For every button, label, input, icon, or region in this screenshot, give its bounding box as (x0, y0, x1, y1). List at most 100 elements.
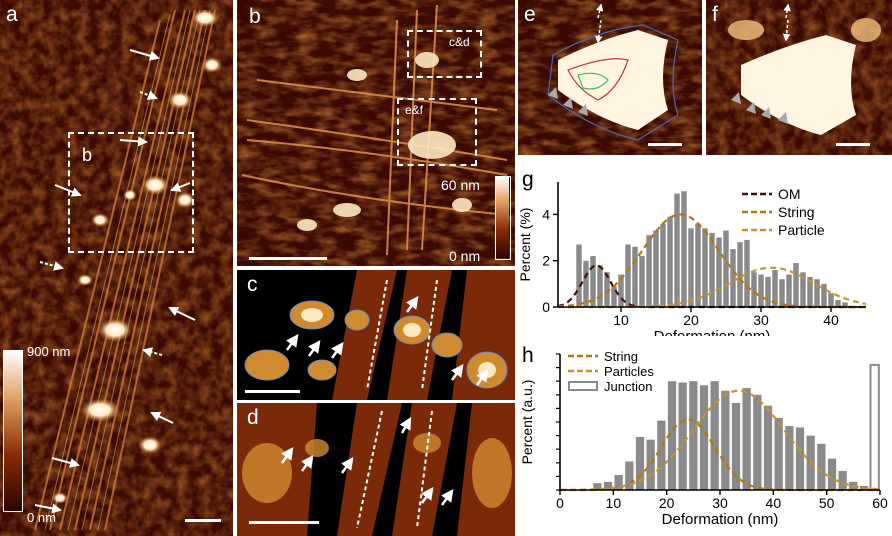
legend-label-om: OM (778, 186, 801, 202)
bar (625, 461, 634, 490)
bar (835, 300, 841, 307)
bar (611, 286, 617, 307)
panel-b-colorbar (495, 176, 511, 260)
panel-b-colorbar-max: 60 nm (441, 177, 480, 193)
bar (838, 470, 847, 490)
bar (618, 274, 624, 307)
bar (842, 302, 848, 307)
bar (772, 269, 778, 307)
bar (758, 274, 764, 307)
bar (702, 228, 708, 307)
bar (678, 382, 687, 490)
bar (774, 417, 783, 490)
legend-label-junction: Junction (604, 379, 652, 394)
panel-b-box-cd (407, 30, 482, 78)
x-tick-label: 40 (766, 495, 782, 511)
bar (699, 385, 709, 490)
bar (723, 230, 729, 307)
bar (604, 272, 610, 307)
y-axis-label: Percent (a.u.) (519, 380, 535, 465)
x-tick-label: 30 (712, 495, 728, 511)
legend-label-string: String (778, 204, 815, 220)
panel-a-inset-label: b (82, 145, 93, 165)
panel-b-label: b (249, 5, 261, 28)
bar (716, 237, 722, 307)
panel-a-image: b 900 nm 0 nm a (0, 0, 233, 536)
panel-a-scale-bar (185, 519, 221, 522)
legend-label-particle: Particle (778, 222, 825, 238)
panel-b-image: c&d e&f 60 nm 0 nm b (237, 0, 515, 266)
panel-a-colorbar-max: 900 nm (27, 344, 71, 359)
bar (795, 427, 805, 490)
x-tick-label: 30 (753, 312, 769, 328)
bar (657, 420, 666, 490)
bar (614, 475, 623, 490)
bar (593, 483, 602, 490)
bar (583, 260, 589, 307)
bar (730, 249, 736, 307)
bar (639, 256, 645, 307)
panel-a-colorbar-min: 0 nm (27, 510, 56, 525)
x-tick-label: 0 (556, 495, 564, 511)
panel-a-label: a (6, 3, 18, 26)
panel-h-chart: h 0 10 20 30 40 50 60 Deformation (nm) Percent (… (519, 344, 888, 528)
bar (737, 242, 743, 307)
panel-e-label: e (524, 3, 536, 26)
x-tick-label: 20 (683, 312, 699, 328)
bar (635, 436, 645, 490)
bar (721, 390, 730, 490)
bar (710, 381, 719, 490)
x-tick-label: 40 (823, 312, 839, 328)
bar (597, 265, 603, 307)
bar (590, 256, 596, 307)
x-tick-label: 10 (606, 495, 622, 511)
bar (660, 223, 666, 307)
bar (653, 230, 659, 307)
bar (576, 244, 582, 307)
bar (625, 244, 631, 307)
panel-c-scale-bar (245, 390, 300, 393)
bar (742, 388, 751, 490)
bar (646, 439, 655, 490)
bar (681, 191, 687, 307)
bar (753, 394, 762, 490)
bar (817, 443, 826, 490)
panel-f-scale-bar (836, 143, 870, 146)
panel-e-image: e (518, 0, 702, 155)
bar (667, 216, 673, 307)
panel-f-image: f (706, 0, 892, 155)
legend-label-string: String (604, 349, 638, 364)
x-tick-label: 20 (659, 495, 675, 511)
panel-d-scale-bar (249, 521, 319, 524)
bar (674, 193, 680, 307)
panel-a-inset-box (68, 132, 194, 253)
bar (763, 405, 773, 490)
panel-c-label: c (247, 273, 258, 296)
legend-label-particles: Particles (604, 364, 654, 379)
bar (709, 232, 715, 307)
fit-curve-particles (559, 389, 881, 492)
panel-c-image: c (237, 270, 515, 400)
junction-bar (869, 363, 880, 492)
panel-b-box-ef (397, 98, 477, 166)
y-tick-label: 2 (542, 253, 550, 269)
bar (807, 276, 813, 307)
bar (779, 279, 785, 307)
bar (786, 274, 792, 307)
x-tick-label: 50 (819, 495, 835, 511)
bar (821, 283, 827, 307)
bar (667, 381, 677, 490)
panel-a-colorbar (3, 350, 23, 512)
bar (751, 272, 757, 307)
panel-b-box-ef-label: e&f (405, 103, 424, 117)
bar (828, 293, 834, 307)
bar (646, 235, 652, 307)
bar (793, 263, 799, 307)
x-tick-label: 10 (613, 312, 629, 328)
x-axis-label: Deformation (nm) (654, 328, 771, 336)
bar (688, 228, 694, 307)
bar (765, 276, 771, 307)
bar (785, 426, 794, 490)
legend-swatch-junction (568, 381, 598, 391)
panel-e-scale-bar (648, 143, 682, 146)
